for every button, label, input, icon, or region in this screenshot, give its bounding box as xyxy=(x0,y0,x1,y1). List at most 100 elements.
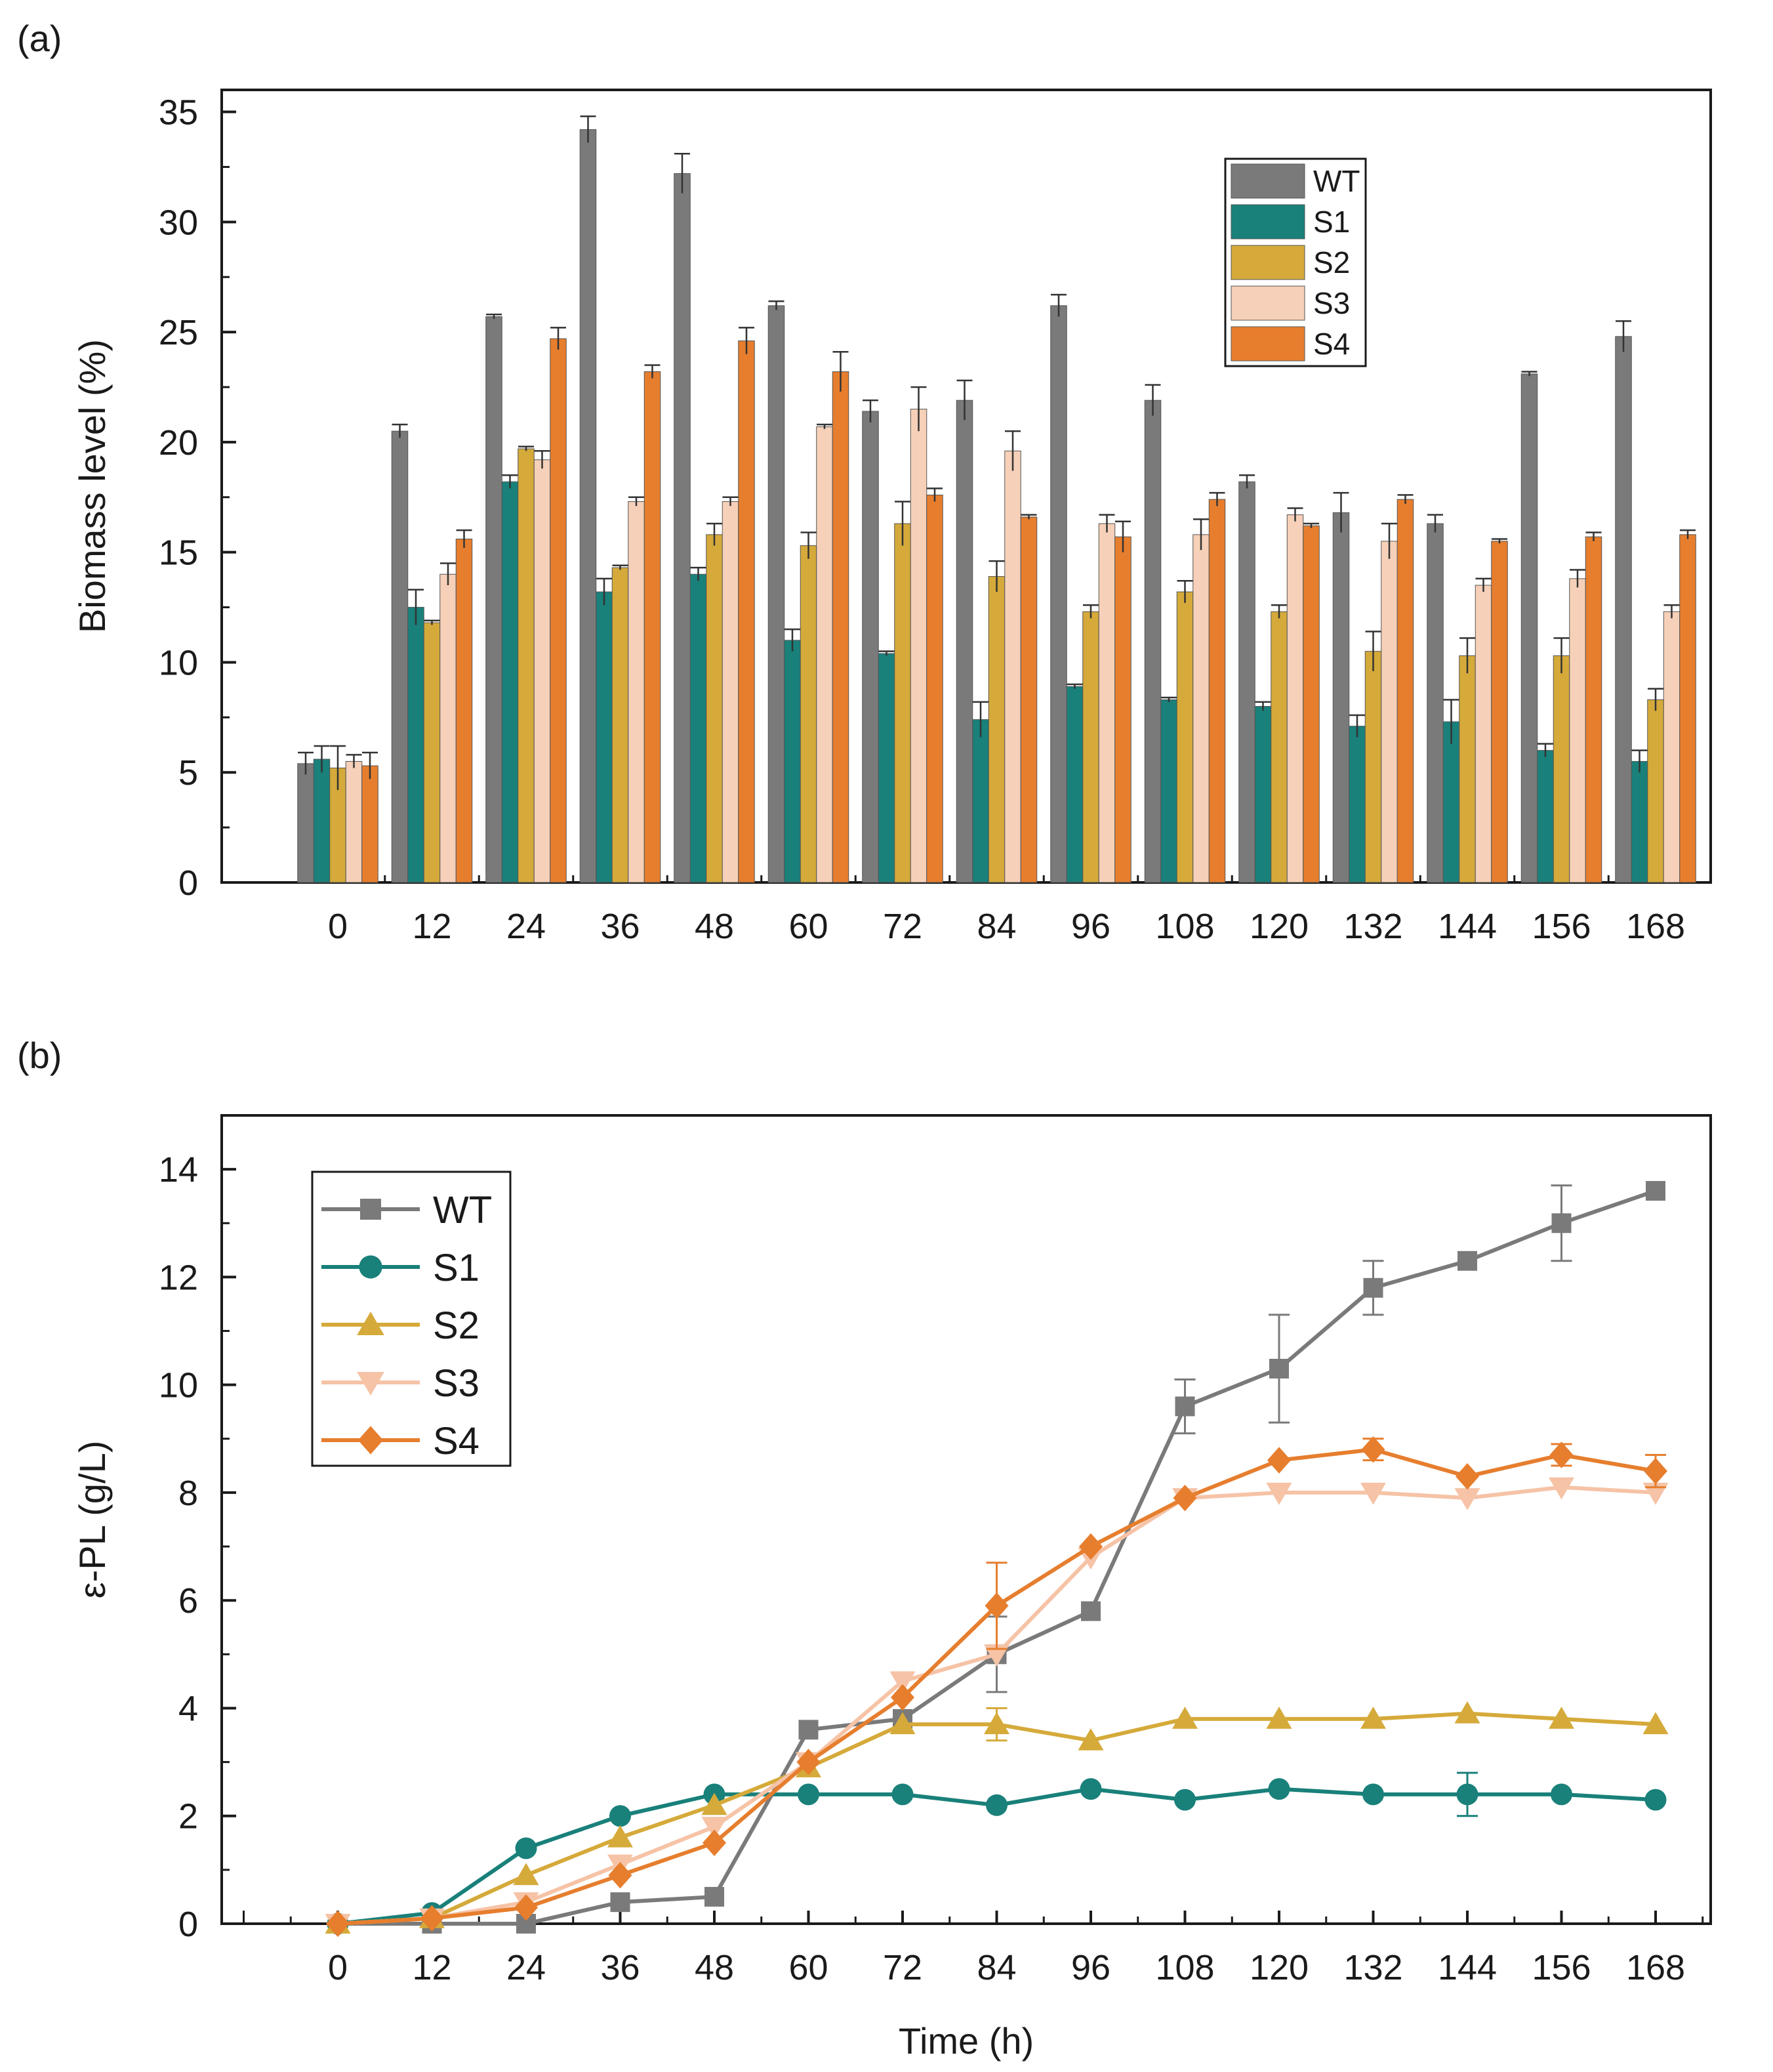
error-bar-wt-120 xyxy=(1239,474,1255,489)
error-bar-wt-12 xyxy=(392,423,408,438)
legend-marker-wt xyxy=(360,1199,381,1220)
point-s1-144 xyxy=(1456,1783,1478,1806)
panel-label-a: (a) xyxy=(17,18,62,59)
error-bar-s3-120 xyxy=(1287,507,1303,522)
bar-s3-0 xyxy=(345,760,363,883)
error-bar-wt-36 xyxy=(580,115,596,143)
legend-label-s4: S4 xyxy=(433,1420,479,1462)
error-bar-s2-60 xyxy=(800,531,817,559)
point-wt-144 xyxy=(1457,1251,1477,1271)
x-tick-label: 108 xyxy=(1155,1948,1214,1987)
point-s2-132 xyxy=(1360,1707,1386,1729)
error-bar-s1-12 xyxy=(408,589,424,625)
series-s2 xyxy=(325,1701,1669,1934)
bar-s4-24 xyxy=(550,338,567,883)
error-bar-s1-120 xyxy=(1255,701,1271,711)
bar-s4-72 xyxy=(926,494,943,883)
point-s1-36 xyxy=(609,1805,631,1827)
x-tick-label: 120 xyxy=(1250,1948,1309,1987)
error-bar-s4-144 xyxy=(1492,538,1507,544)
bar-wt-0 xyxy=(297,763,314,883)
bar-s3-168 xyxy=(1663,611,1681,883)
x-tick-label: 72 xyxy=(883,907,922,946)
x-tick-label: 96 xyxy=(1071,907,1111,946)
legend-label-s4: S4 xyxy=(1313,327,1350,361)
x-tick-label: 24 xyxy=(506,1948,546,1987)
x-tick-label: 72 xyxy=(883,1948,922,1987)
point-s3-168 xyxy=(1642,1482,1669,1505)
point-s4-144 xyxy=(1456,1463,1479,1490)
error-bar-s3-96 xyxy=(1099,514,1115,533)
point-s4-84 xyxy=(985,1592,1009,1619)
bar-wt-108 xyxy=(1144,400,1162,883)
y-tick-label: 0 xyxy=(178,1905,198,1944)
y-tick-label: 10 xyxy=(159,643,198,682)
error-bar-s1-84 xyxy=(973,701,988,737)
error-bar-s3-132 xyxy=(1381,522,1397,559)
point-s4-36 xyxy=(608,1861,632,1889)
error-bar-s3-12 xyxy=(440,562,456,585)
bar-s1-144 xyxy=(1442,721,1460,883)
error-bar-s4-84 xyxy=(1021,514,1037,520)
error-bar-s4-36 xyxy=(644,364,661,379)
bar-s1-132 xyxy=(1349,726,1366,883)
error-bar-s1-132 xyxy=(1349,714,1365,737)
bar-s4-12 xyxy=(455,539,473,883)
bar-s3-156 xyxy=(1569,578,1586,883)
x-tick-label: 84 xyxy=(977,1948,1016,1987)
bar-s4-0 xyxy=(361,765,378,883)
bar-s2-156 xyxy=(1553,655,1570,883)
point-s4-156 xyxy=(1549,1441,1574,1468)
legend-swatch-s2 xyxy=(1231,245,1305,280)
bar-s1-60 xyxy=(784,640,801,883)
legend-label-wt: WT xyxy=(433,1189,492,1232)
bar-s3-96 xyxy=(1098,523,1116,883)
bar-s1-84 xyxy=(972,719,989,883)
x-tick-label: 12 xyxy=(412,1948,451,1987)
error-bar-s4-60 xyxy=(832,351,849,392)
x-tick-label: 60 xyxy=(788,1948,828,1987)
point-s4-0 xyxy=(326,1910,350,1937)
error-bar-s3-144 xyxy=(1475,577,1492,592)
x-tick-label: 168 xyxy=(1626,907,1685,946)
point-s3-120 xyxy=(1266,1482,1292,1505)
error-bar-wt-60 xyxy=(768,300,785,310)
panel-label-b: (b) xyxy=(17,1035,62,1076)
legend-marker-s2 xyxy=(357,1312,384,1335)
point-wt-48 xyxy=(704,1886,724,1907)
point-s1-60 xyxy=(798,1783,819,1806)
y-tick-label: 35 xyxy=(159,93,198,133)
point-s1-132 xyxy=(1362,1783,1384,1806)
point-wt-96 xyxy=(1081,1601,1101,1621)
error-bar-s2-96 xyxy=(1083,604,1099,619)
error-bar-s3-108 xyxy=(1193,518,1209,550)
error-bar-s4-96 xyxy=(1115,520,1131,552)
series-s1 xyxy=(327,1772,1667,1935)
point-s2-84 xyxy=(984,1712,1009,1735)
error-bar-wt-168 xyxy=(1616,320,1631,352)
x-tick-label: 156 xyxy=(1532,907,1591,946)
bar-wt-12 xyxy=(391,430,409,883)
error-bar-s4-120 xyxy=(1303,522,1319,528)
error-bar-s1-72 xyxy=(878,650,895,656)
legend-label-wt: WT xyxy=(1313,164,1360,198)
legend-label-s3: S3 xyxy=(433,1362,479,1405)
error-bar-s2-0 xyxy=(330,745,346,791)
y-tick-label: 6 xyxy=(178,1581,198,1621)
error-bar-s4-72 xyxy=(927,487,943,502)
point-s1-72 xyxy=(891,1783,914,1806)
bar-wt-72 xyxy=(862,411,879,883)
x-tick-label: 144 xyxy=(1438,1948,1497,1987)
bar-s4-108 xyxy=(1208,499,1226,883)
error-bar-s3-60 xyxy=(817,423,832,429)
point-wt-132 xyxy=(1363,1277,1383,1298)
line-s2 xyxy=(337,1711,1656,1926)
bar-s3-72 xyxy=(910,409,927,883)
bar-s4-144 xyxy=(1491,541,1508,883)
bar-s2-84 xyxy=(988,576,1006,883)
point-s3-144 xyxy=(1454,1488,1480,1510)
bar-wt-60 xyxy=(767,305,785,883)
bar-s3-84 xyxy=(1004,450,1021,883)
error-bar-s3-24 xyxy=(534,450,550,469)
